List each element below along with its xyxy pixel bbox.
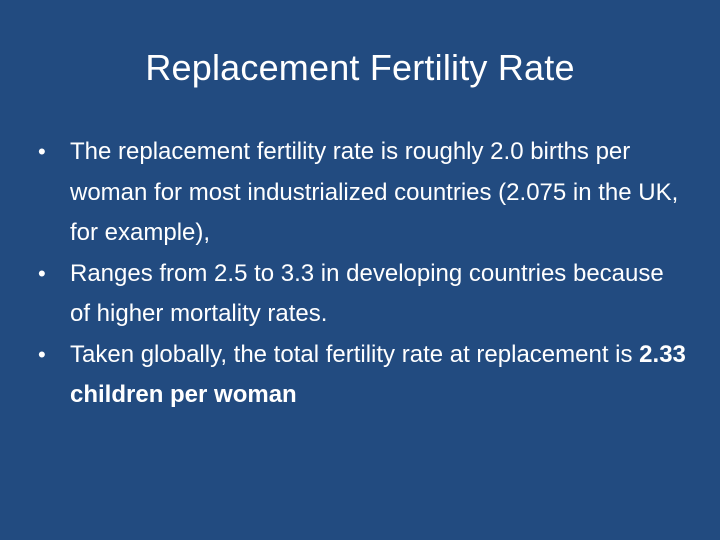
bullet-list: • The replacement fertility rate is roug…	[36, 132, 686, 416]
bullet-item: • Ranges from 2.5 to 3.3 in developing c…	[36, 254, 686, 335]
bullet-item: • The replacement fertility rate is roug…	[36, 132, 686, 254]
bullet-marker: •	[38, 341, 46, 367]
bullet-item: • Taken globally, the total fertility ra…	[36, 335, 686, 416]
bullet-emphasis: 2.33 children per woman	[70, 340, 686, 409]
bullet-marker: •	[38, 260, 46, 286]
bullet-marker: •	[38, 139, 46, 164]
bullet-text: Taken globally, the total fertility rate…	[70, 340, 640, 368]
bullet-text: The replacement fertility rate is roughl…	[70, 138, 679, 246]
slide-title: Replacement Fertility Rate	[145, 47, 575, 88]
bullet-text: Ranges from 2.5 to 3.3 in developing cou…	[70, 259, 664, 328]
